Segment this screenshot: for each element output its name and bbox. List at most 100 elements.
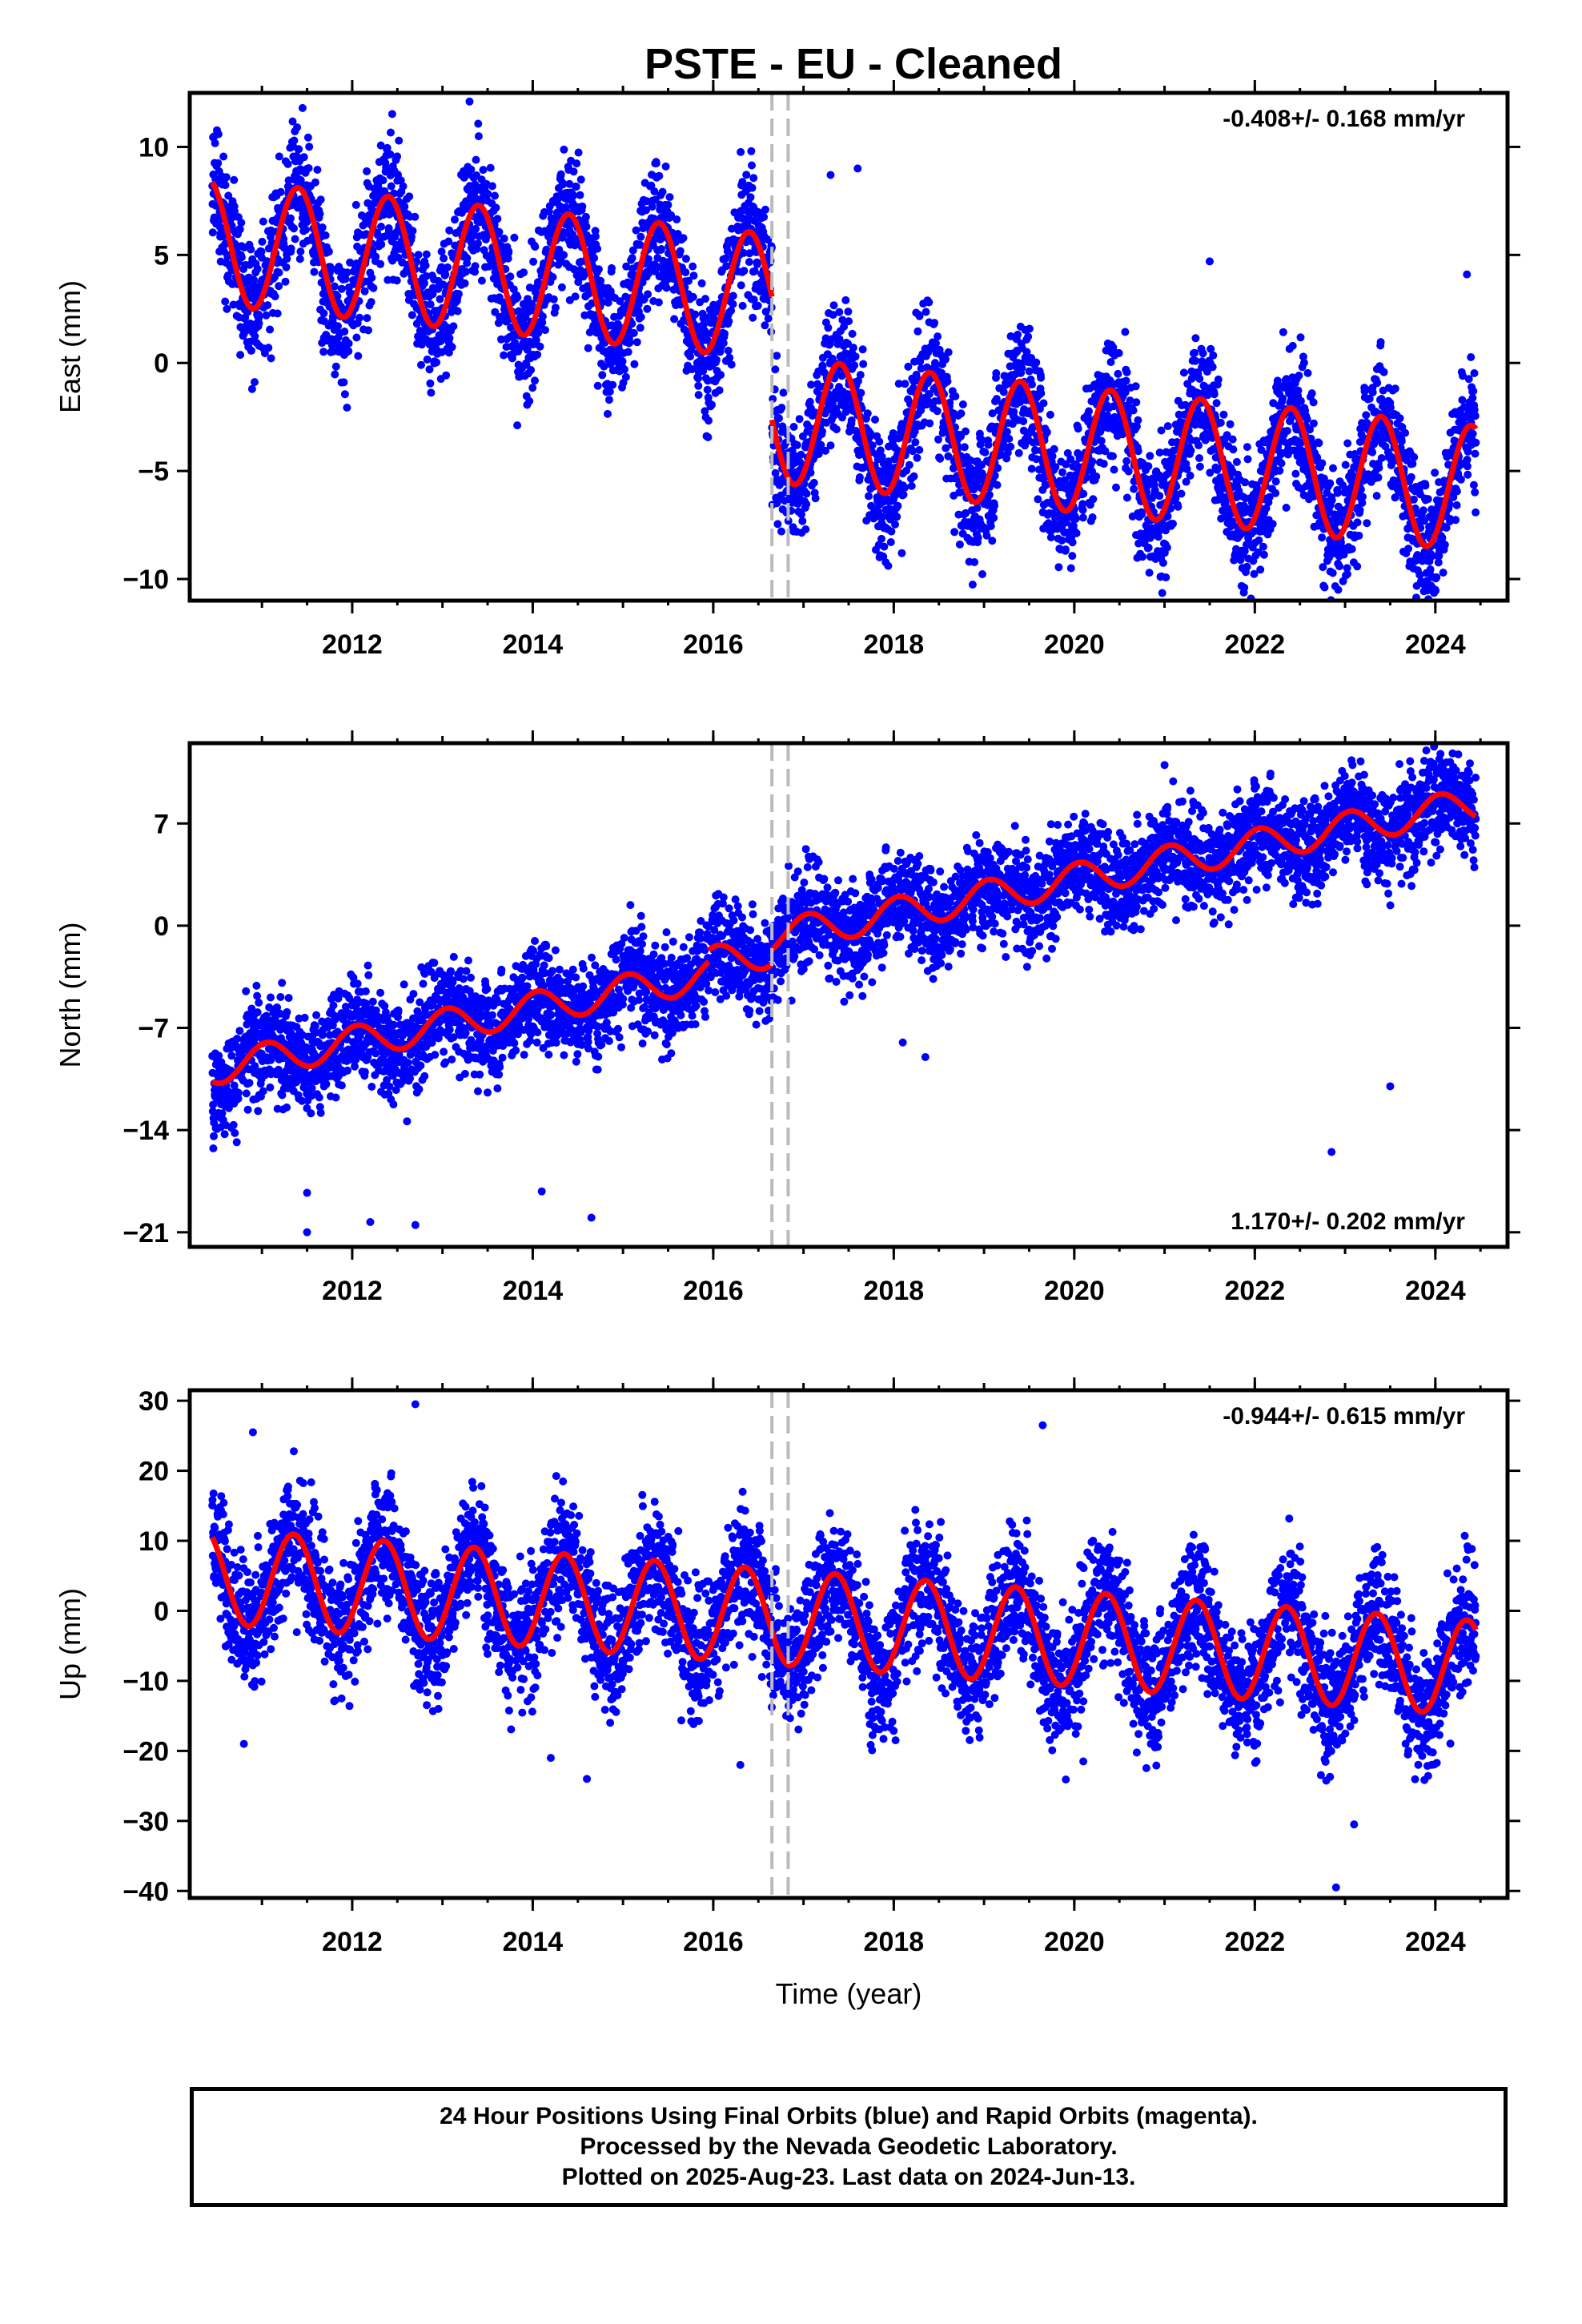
observation-point <box>1329 464 1337 472</box>
observation-point <box>1240 583 1249 592</box>
observation-point <box>1309 419 1318 428</box>
observation-point <box>1022 348 1031 356</box>
observation-point <box>925 390 934 399</box>
observation-point <box>1163 422 1172 431</box>
observation-point <box>944 452 953 460</box>
observation-point <box>276 187 285 196</box>
observation-point <box>1048 452 1057 460</box>
observation-point <box>1122 456 1131 465</box>
observation-point <box>237 253 246 262</box>
observation-point <box>748 161 756 170</box>
observation-point <box>1008 420 1017 428</box>
observation-point <box>379 176 387 185</box>
observation-point <box>1277 459 1286 468</box>
observation-point <box>1028 380 1036 389</box>
observation-point <box>868 441 877 450</box>
observation-point <box>933 407 942 416</box>
observation-point <box>689 262 697 271</box>
y-tick-label: −10 <box>122 565 169 595</box>
observation-point <box>1085 407 1093 416</box>
observation-point <box>1440 541 1449 549</box>
observation-point <box>1452 501 1461 509</box>
observation-point <box>717 371 725 380</box>
observation-point <box>1424 621 1432 629</box>
observation-point <box>844 392 853 401</box>
observation-point <box>364 326 372 335</box>
observation-point <box>853 164 862 173</box>
observation-point <box>628 320 636 328</box>
observation-point <box>1295 372 1303 380</box>
observation-point <box>886 538 895 546</box>
observation-point <box>749 174 758 183</box>
observation-point <box>246 337 255 346</box>
observation-point <box>986 522 995 530</box>
observation-point <box>377 240 386 249</box>
observation-point <box>227 221 236 230</box>
observation-point <box>857 388 865 397</box>
observation-point <box>1439 569 1447 577</box>
observation-point <box>283 255 291 263</box>
observation-point <box>649 215 658 223</box>
observation-point <box>877 452 886 461</box>
observation-point <box>560 251 568 259</box>
observation-point <box>876 551 885 560</box>
observation-point <box>715 386 724 395</box>
observation-point <box>369 283 378 292</box>
observation-point <box>1438 533 1447 542</box>
observation-point <box>907 481 916 490</box>
observation-point <box>629 328 638 337</box>
observation-point <box>1046 410 1054 419</box>
observation-point <box>771 468 780 477</box>
observation-point <box>749 296 758 304</box>
observation-point <box>1058 468 1066 476</box>
observation-point <box>1470 369 1479 377</box>
observation-point <box>341 275 350 283</box>
observation-point <box>809 478 818 487</box>
observation-point <box>1144 462 1153 471</box>
velocity-annotation-east: -0.408+/- 0.168 mm/yr <box>1223 106 1465 132</box>
observation-point <box>574 278 583 287</box>
observation-point <box>593 244 602 253</box>
observation-point <box>296 247 305 256</box>
observation-point <box>773 520 782 529</box>
observation-point <box>1303 415 1311 424</box>
observation-point <box>1014 330 1022 339</box>
observation-point <box>411 212 420 221</box>
observation-point <box>219 152 228 161</box>
observation-point <box>624 348 632 356</box>
observation-point <box>1318 459 1327 468</box>
observation-point <box>1068 552 1077 561</box>
observation-point <box>1472 508 1480 517</box>
observation-point <box>654 298 663 307</box>
observation-point <box>811 494 820 503</box>
observation-point <box>510 233 519 242</box>
observation-point <box>509 285 518 294</box>
observation-point <box>1005 434 1014 443</box>
observation-point <box>556 170 565 179</box>
observation-point <box>1347 545 1356 553</box>
observation-point <box>667 211 676 219</box>
observation-point <box>528 300 536 308</box>
observation-point <box>1158 589 1166 597</box>
observation-point <box>222 173 231 182</box>
observation-point <box>432 358 441 367</box>
observation-point <box>465 97 474 106</box>
observation-point <box>644 255 652 263</box>
observation-point <box>1034 495 1042 504</box>
observation-point <box>739 248 748 257</box>
observation-point <box>753 260 761 268</box>
observation-points-east <box>208 97 1480 629</box>
observation-point <box>319 309 328 318</box>
observation-point <box>449 322 458 331</box>
observation-point <box>1097 436 1106 445</box>
observation-point <box>343 404 351 412</box>
observation-point <box>351 200 360 209</box>
observation-point <box>748 183 757 192</box>
observation-point <box>988 409 997 418</box>
observation-point <box>658 234 666 242</box>
observation-point <box>1228 435 1237 444</box>
observation-point <box>801 525 810 533</box>
observation-point <box>694 381 703 390</box>
observation-point <box>422 271 431 280</box>
observation-point <box>944 348 953 356</box>
